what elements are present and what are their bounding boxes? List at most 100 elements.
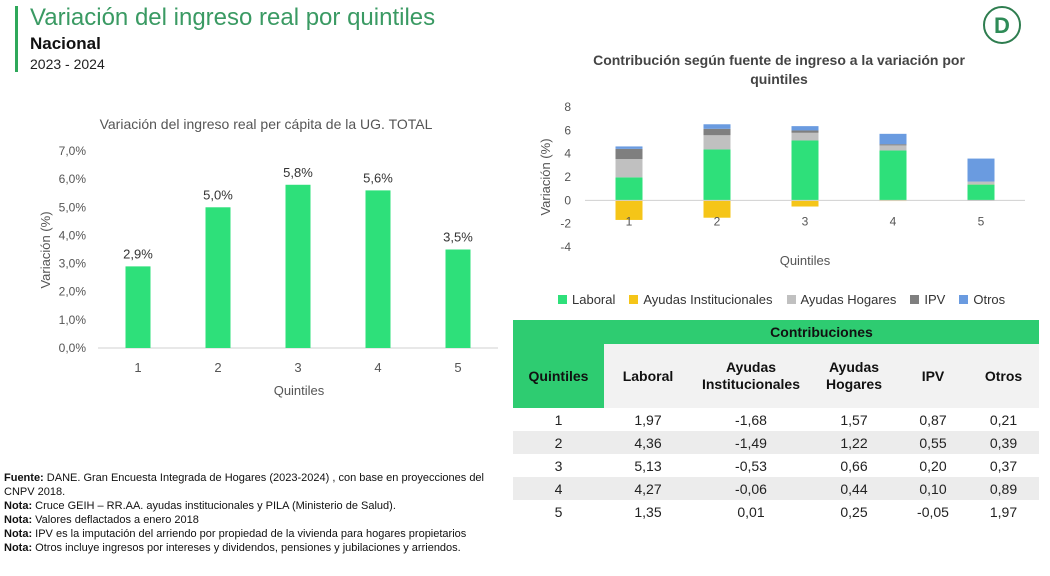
chart1-x-tick: 1 xyxy=(134,360,141,375)
chart2-x-tick: 2 xyxy=(714,214,721,228)
chart2-ylabel: Variación (%) xyxy=(538,138,553,215)
contributions-table: Contribuciones Quintiles Laboral Ayudas I… xyxy=(513,320,1039,523)
logo-letter: D xyxy=(994,13,1010,38)
table-cell: 0,55 xyxy=(919,434,947,451)
table-cell: 5 xyxy=(554,503,563,520)
chart1-y-tick: 5,0% xyxy=(59,200,87,214)
chart1-y-tick: 7,0% xyxy=(59,144,87,158)
chart1-x-tick: 2 xyxy=(214,360,221,375)
table-row: 3 5,13 -0,53 0,66 0,20 0,37 xyxy=(513,454,1039,477)
legend-swatch xyxy=(959,295,969,304)
chart1-y-tick: 2,0% xyxy=(59,285,87,299)
legend-item-otros: Otros xyxy=(959,292,1005,307)
chart1-y-tick: 3,0% xyxy=(59,257,87,271)
table-cell: 1,57 xyxy=(840,411,868,428)
table-header-cell: IPV xyxy=(898,344,968,408)
legend-label: IPV xyxy=(924,292,946,307)
table-cell: 0,89 xyxy=(989,480,1018,497)
table-header-cell: Otros xyxy=(968,344,1039,408)
chart2-bar-segment xyxy=(615,159,643,178)
chart1-bar xyxy=(445,249,471,348)
table-cell: 1,97 xyxy=(634,411,662,428)
chart1-y-tick: 0,0% xyxy=(59,341,87,355)
chart1-data-label: 5,6% xyxy=(363,170,393,185)
table-row: 1 1,97 -1,68 1,57 0,87 0,21 xyxy=(513,408,1039,431)
chart1-data-label: 5,8% xyxy=(283,165,313,180)
chart2-y-tick: 0 xyxy=(564,193,571,207)
chart2-bar-segment xyxy=(967,158,995,182)
table-cell: 4,27 xyxy=(634,480,662,497)
table-cell: 1,97 xyxy=(989,503,1018,520)
income-variation-chart: Variación del ingreso real per cápita de… xyxy=(38,116,498,398)
legend-label: Laboral xyxy=(572,292,616,307)
table-cell: 0,01 xyxy=(737,503,765,520)
chart2-x-tick: 5 xyxy=(978,214,985,228)
chart2-bar-segment xyxy=(615,148,643,160)
chart2-bar-segment xyxy=(967,181,995,185)
chart1-data-label: 5,0% xyxy=(203,187,233,202)
chart1-bar xyxy=(205,207,231,348)
legend-item-laboral: Laboral xyxy=(558,292,615,307)
table-cell: -0,05 xyxy=(917,503,949,520)
chart2-bar-segment xyxy=(791,130,819,133)
chart2-bar-segment xyxy=(615,177,643,201)
chart2-x-tick: 1 xyxy=(626,214,633,228)
chart2-y-tick: 4 xyxy=(564,147,571,161)
source-notes: Fuente: DANE. Gran Encuesta Integrada de… xyxy=(4,471,504,555)
chart1-bar xyxy=(125,266,151,348)
table-row: 4 4,27 -0,06 0,44 0,10 0,89 xyxy=(513,477,1039,500)
table-cell: 0,10 xyxy=(919,480,947,497)
page-title: Variación del ingreso real por quintiles xyxy=(30,4,436,31)
note-line: Nota: Valores deflactados a enero 2018 xyxy=(4,514,199,526)
chart2-x-tick: 3 xyxy=(802,214,809,228)
legend-swatch xyxy=(558,295,567,304)
chart1-data-label: 2,9% xyxy=(123,246,153,261)
table-cell: -0,06 xyxy=(735,480,767,497)
chart2-y-tick: 8 xyxy=(564,100,571,114)
dane-logo-icon: D xyxy=(983,6,1021,44)
legend-label: Ayudas Institucionales xyxy=(643,292,773,307)
chart2-bar-segment xyxy=(791,132,819,141)
chart2-bar-segment xyxy=(703,200,731,218)
chart2-bar-segment xyxy=(703,128,731,136)
chart2-bar-segment xyxy=(615,146,643,149)
table-row: 2 4,36 -1,49 1,22 0,55 0,39 xyxy=(513,431,1039,454)
legend-item-ayudas-institucionales: Ayudas Institucionales xyxy=(629,292,773,307)
chart1-data-label: 3,5% xyxy=(443,230,473,245)
legend-item-ayudas-hogares: Ayudas Hogares xyxy=(786,292,896,307)
chart1-bar xyxy=(285,184,311,348)
table-cell: 0,25 xyxy=(840,503,868,520)
note-line: Fuente: DANE. Gran Encuesta Integrada de… xyxy=(4,472,484,498)
chart2-bar-segment xyxy=(879,150,907,201)
page-subtitle: Nacional xyxy=(30,34,101,53)
chart1-bar xyxy=(365,190,391,348)
chart2-bar-segment xyxy=(967,184,995,201)
table-cell: 0,20 xyxy=(919,457,947,474)
chart2-title-line1: Contribución según fuente de ingreso a l… xyxy=(593,52,965,68)
table-cell: 0,39 xyxy=(989,434,1018,451)
chart2-xlabel: Quintiles xyxy=(780,253,831,268)
chart1-x-tick: 4 xyxy=(374,360,381,375)
chart2-bar-segment xyxy=(703,135,731,150)
chart2-y-tick: -2 xyxy=(560,217,571,231)
chart2-bar-segment xyxy=(879,133,907,145)
chart2-bar-segment xyxy=(703,124,731,129)
table-cell: 0,44 xyxy=(840,480,868,497)
chart1-xlabel: Quintiles xyxy=(274,383,325,398)
table-cell: 4 xyxy=(554,480,563,497)
legend-item-ipv: IPV xyxy=(910,292,945,307)
chart1-ylabel: Variación (%) xyxy=(38,211,53,288)
chart2-x-tick: 4 xyxy=(890,214,897,228)
legend-swatch xyxy=(786,295,796,304)
chart2-y-tick: 6 xyxy=(564,123,571,137)
chart2-bar-segment xyxy=(791,140,819,201)
contribution-chart: Contribución según fuente de ingreso a l… xyxy=(538,52,1025,268)
table-cell: 1 xyxy=(554,411,563,428)
note-line: Nota: Otros incluye ingresos por interes… xyxy=(4,542,461,554)
table-cell: 1,22 xyxy=(840,434,868,451)
table-cell: 2 xyxy=(554,434,563,451)
title-accent-bar xyxy=(15,6,18,72)
chart1-y-tick: 4,0% xyxy=(59,228,87,242)
chart1-x-tick: 5 xyxy=(454,360,461,375)
table-cell: -0,53 xyxy=(735,457,767,474)
